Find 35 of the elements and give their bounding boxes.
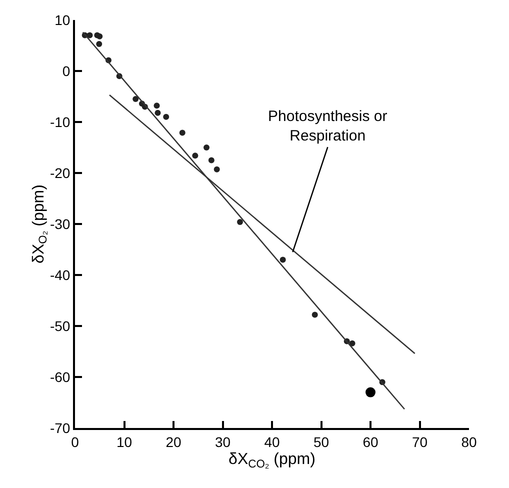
x-tick-label: 20 [166,434,182,450]
point [86,32,93,38]
y-tick-label: -30 [50,216,70,232]
x-tick-label: 60 [362,434,378,450]
point [192,152,198,159]
y-tick-label: -10 [50,114,70,130]
y-tick-label: 0 [62,62,70,79]
point [236,218,243,225]
x-tick-label: 30 [214,434,231,450]
point [132,96,139,102]
y-tick-label: 10 [54,12,70,28]
point [280,256,286,263]
y-tick-label: -60 [50,368,70,385]
y-tick-label: -20 [50,164,70,181]
x-axis-title: δX$_{CO₂}$ (ppm) [228,451,316,470]
point [208,157,214,164]
y-tick-label: -70 [50,420,70,436]
point [163,114,170,120]
point [96,40,102,47]
y-tick-label: -40 [50,266,70,283]
point [154,102,160,109]
y-tick-label: -50 [50,318,70,334]
x-tick-label: 80 [461,434,477,450]
point [96,33,103,40]
point [366,387,376,398]
x-tick-label: 70 [412,434,428,450]
x-tick-label: 50 [313,434,330,450]
point [154,110,161,116]
x-tick-label: 40 [264,434,280,450]
x-tick-label: 10 [116,434,132,450]
point [204,144,210,150]
point [179,130,186,136]
annotation: Photosynthesis or Respiration [268,108,388,144]
point [312,312,318,318]
point [214,166,220,172]
